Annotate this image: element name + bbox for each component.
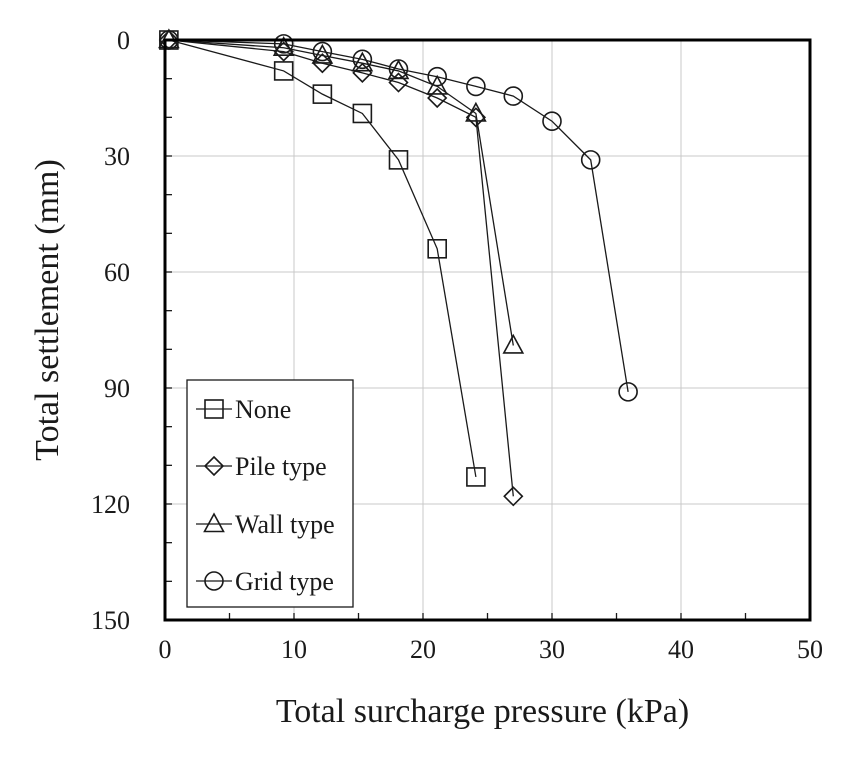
- data-point-grid-type: [466, 76, 486, 97]
- data-point-none: [273, 61, 294, 81]
- series-layer: [158, 28, 638, 507]
- legend-label-pile-type: Pile type: [235, 452, 327, 481]
- data-point-none: [312, 84, 333, 104]
- data-point-grid-type: [542, 111, 562, 131]
- legend-marker-wall-type: [203, 512, 225, 533]
- data-point-grid-type: [427, 66, 447, 87]
- x-tick-label: 0: [159, 635, 172, 664]
- data-point-pile-type: [427, 87, 448, 109]
- data-point-grid-type: [273, 34, 294, 54]
- y-tick-label: 150: [91, 606, 130, 635]
- data-point-pile-type: [352, 62, 373, 83]
- plot-frame: [163, 38, 812, 622]
- legend-marker-pile-type: [203, 455, 225, 477]
- x-axis-title: Total surcharge pressure (kPa): [276, 693, 689, 730]
- tick-labels: 0 10 20 30 40 50 0 30 60 90 120 150: [91, 26, 823, 664]
- legend-label-grid-type: Grid type: [235, 567, 334, 596]
- legend-label-none: None: [235, 395, 291, 424]
- data-point-wall-type: [272, 36, 295, 57]
- series-grid-type: [159, 30, 638, 402]
- data-point-grid-type: [352, 49, 373, 70]
- series-line-wall-type: [168, 39, 514, 346]
- data-point-wall-type: [465, 101, 487, 122]
- x-tick-label: 10: [281, 635, 307, 664]
- data-point-pile-type: [388, 72, 409, 93]
- series-none: [159, 30, 486, 487]
- data-point-grid-type: [312, 41, 333, 62]
- data-point-pile-type: [503, 486, 524, 507]
- data-point-none: [427, 239, 447, 259]
- series-line-grid-type: [168, 39, 629, 392]
- data-point-grid-type: [388, 59, 409, 79]
- data-point-pile-type: [312, 53, 333, 74]
- data-point-grid-type: [580, 150, 601, 170]
- x-tick-label: 40: [668, 635, 694, 664]
- data-point-grid-type: [618, 382, 638, 402]
- y-tick-label: 30: [104, 142, 130, 171]
- y-tick-label: 0: [117, 26, 130, 55]
- series-wall-type: [158, 28, 525, 354]
- series-line-none: [168, 39, 477, 478]
- data-point-none: [388, 150, 409, 170]
- data-point-wall-type: [351, 51, 374, 72]
- y-axis-title: Total settlement (mm): [29, 159, 66, 461]
- data-point-none: [466, 467, 486, 487]
- x-tick-label: 50: [797, 635, 823, 664]
- legend-marker-none: [204, 399, 224, 419]
- x-tick-label: 30: [539, 635, 565, 664]
- y-tick-label: 90: [104, 374, 130, 403]
- y-tick-label: 120: [91, 490, 130, 519]
- legend-marker-grid-type: [204, 571, 224, 591]
- data-point-grid-type: [503, 86, 524, 106]
- x-tick-label: 20: [410, 635, 436, 664]
- legend: None Pile type Wall type Grid type: [186, 379, 354, 608]
- data-point-wall-type: [502, 333, 525, 354]
- data-point-none: [352, 103, 373, 124]
- data-point-wall-type: [311, 43, 334, 64]
- y-tick-label: 60: [104, 258, 130, 287]
- legend-label-wall-type: Wall type: [235, 510, 335, 539]
